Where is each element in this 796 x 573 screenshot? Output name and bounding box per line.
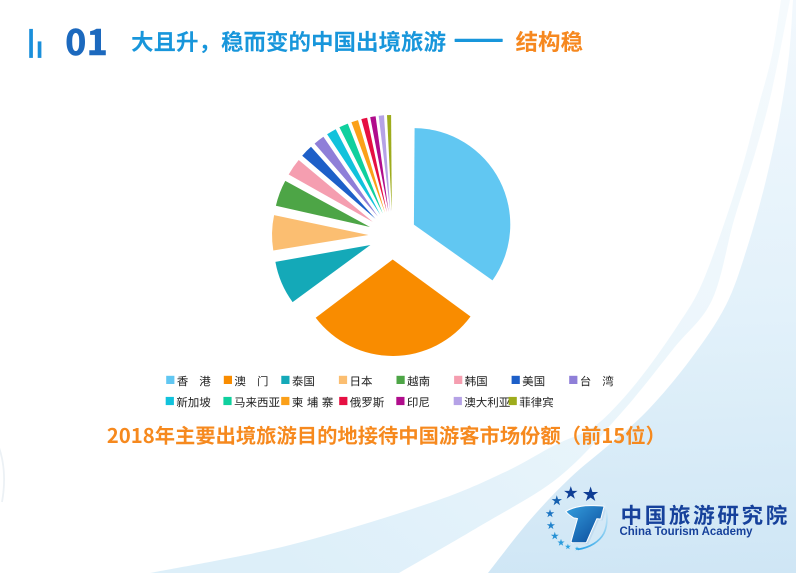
svg-text:China Tourism Academy: China Tourism Academy bbox=[620, 524, 753, 538]
